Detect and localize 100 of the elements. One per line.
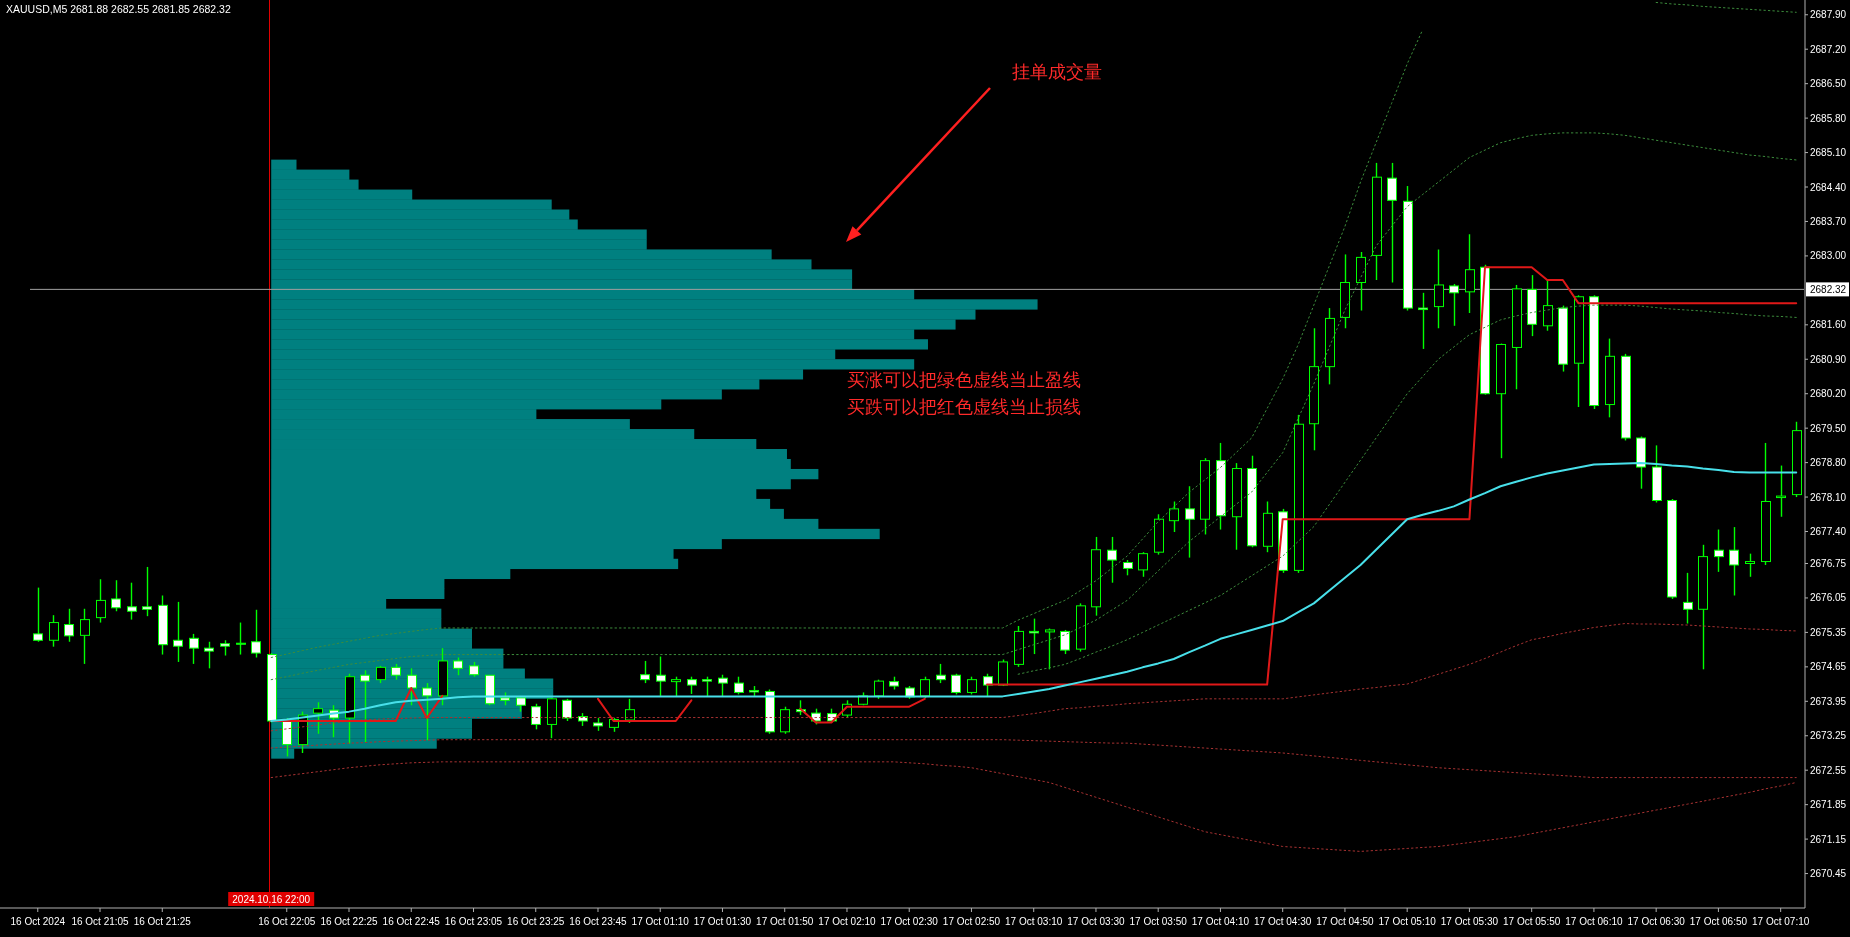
y-tick-label: 2687.20 xyxy=(1810,43,1847,55)
x-tick-label: 17 Oct 03:50 xyxy=(1129,916,1188,927)
line-series xyxy=(270,761,1797,852)
y-tick-label: 2683.00 xyxy=(1810,250,1847,262)
y-tick-label: 2685.10 xyxy=(1810,147,1847,159)
x-tick-label: 16 Oct 21:05 xyxy=(71,916,130,927)
candlestick xyxy=(422,682,432,741)
candlestick xyxy=(671,675,681,697)
x-tick-label: 16 Oct 21:25 xyxy=(133,916,192,927)
candlestick xyxy=(111,579,121,612)
candlestick xyxy=(625,698,635,724)
x-tick-label: 17 Oct 04:10 xyxy=(1191,916,1250,927)
candlestick xyxy=(127,581,137,621)
x-tick-label: 17 Oct 07:10 xyxy=(1752,916,1810,927)
x-tick-label: 17 Oct 03:10 xyxy=(1005,916,1063,927)
candlestick xyxy=(640,660,650,684)
candlestick xyxy=(780,706,790,735)
y-tick-label: 2680.20 xyxy=(1810,388,1847,400)
candlestick xyxy=(936,663,946,684)
y-tick-label: 2681.60 xyxy=(1810,319,1847,331)
annotation: 2024.10.16 22:00 xyxy=(232,894,311,905)
y-tick-label: 2678.10 xyxy=(1810,491,1847,503)
x-tick-label: 16 Oct 23:45 xyxy=(569,916,628,927)
candlestick xyxy=(173,601,183,663)
x-tick-label: 17 Oct 01:30 xyxy=(693,916,752,927)
x-tick-label: 17 Oct 01:50 xyxy=(756,916,814,927)
chart-title: XAUUSD,M5 2681.88 2682.55 2681.85 2682.32 xyxy=(6,3,231,15)
candlestick xyxy=(920,675,930,699)
x-tick-label: 17 Oct 06:10 xyxy=(1565,916,1623,927)
y-tick-label: 2677.40 xyxy=(1810,526,1847,538)
line-series xyxy=(270,132,1797,681)
y-tick-label: 2671.15 xyxy=(1810,833,1847,845)
x-tick-label: 16 Oct 2024 xyxy=(10,916,66,927)
y-tick-label: 2670.45 xyxy=(1810,868,1847,880)
y-tick-label: 2680.90 xyxy=(1810,353,1847,365)
x-tick-label: 16 Oct 22:45 xyxy=(382,916,441,927)
candlestick xyxy=(656,655,666,697)
annotation: 挂单成交量 xyxy=(1012,62,1102,82)
y-tick-label: 2678.80 xyxy=(1810,457,1847,469)
candlestick xyxy=(1465,233,1475,314)
candlestick xyxy=(718,674,728,697)
candlestick xyxy=(1045,627,1055,671)
candlestick xyxy=(80,608,90,665)
x-tick-label: 17 Oct 05:30 xyxy=(1440,916,1499,927)
candlestick xyxy=(189,633,199,665)
y-tick-label: 2672.55 xyxy=(1810,764,1847,776)
line-series xyxy=(270,462,1798,722)
candlestick xyxy=(236,621,246,656)
x-tick-label: 17 Oct 02:30 xyxy=(880,916,939,927)
y-tick-label: 2676.05 xyxy=(1810,592,1847,604)
x-tick-label: 17 Oct 04:50 xyxy=(1316,916,1375,927)
candlestick xyxy=(1729,526,1739,597)
candlestick xyxy=(1714,528,1724,573)
candlestick xyxy=(1434,248,1444,329)
x-tick-label: 16 Oct 22:05 xyxy=(258,916,316,927)
candlestick xyxy=(1138,551,1148,578)
candlestick xyxy=(251,609,261,659)
candlestick xyxy=(1169,500,1179,533)
x-tick-label: 17 Oct 06:30 xyxy=(1627,916,1686,927)
candlestick xyxy=(1543,279,1553,332)
candlestick xyxy=(360,669,370,743)
y-tick-label: 2679.50 xyxy=(1810,422,1847,434)
y-tick-label: 2673.95 xyxy=(1810,695,1847,707)
x-tick-label: 17 Oct 03:30 xyxy=(1067,916,1126,927)
candlestick xyxy=(64,608,74,643)
candlestick xyxy=(313,701,323,735)
y-tick-label: 2687.90 xyxy=(1810,9,1847,21)
x-tick-label: 16 Oct 23:25 xyxy=(507,916,565,927)
x-tick-label: 16 Oct 22:25 xyxy=(320,916,379,927)
candlestick xyxy=(407,667,417,706)
candlestick xyxy=(702,675,712,697)
candlestick xyxy=(983,673,993,697)
candlestick xyxy=(531,703,541,731)
candlestick xyxy=(142,566,152,617)
annotation: 买涨可以把绿色虚线当止盈线 xyxy=(847,370,1081,390)
candlestick xyxy=(1418,292,1428,350)
x-tick-label: 16 Oct 23:05 xyxy=(444,916,503,927)
x-tick-label: 17 Oct 06:50 xyxy=(1689,916,1748,927)
candlestick xyxy=(1060,629,1070,655)
x-tick-label: 17 Oct 02:50 xyxy=(942,916,1001,927)
x-tick-label: 17 Oct 01:10 xyxy=(631,916,690,927)
candlestick xyxy=(1107,536,1117,584)
candlestick xyxy=(204,641,214,670)
candlestick xyxy=(1683,572,1693,625)
x-tick-label: 17 Oct 05:50 xyxy=(1503,916,1561,927)
candlestick xyxy=(562,698,572,722)
y-tick-label: 2684.40 xyxy=(1810,181,1847,193)
x-tick-label: 17 Oct 05:10 xyxy=(1378,916,1437,927)
candlestick xyxy=(1776,464,1786,518)
y-tick-label: 2671.85 xyxy=(1810,799,1847,811)
ref-line-label: 2682.32 xyxy=(1810,283,1847,295)
candlestick xyxy=(1449,283,1459,327)
candlestick xyxy=(998,658,1008,687)
candlestick xyxy=(96,578,106,624)
y-tick-label: 2685.80 xyxy=(1810,112,1847,124)
candlestick xyxy=(1387,162,1397,284)
x-tick-label: 17 Oct 04:30 xyxy=(1254,916,1312,927)
candlestick xyxy=(33,586,43,643)
candlestick xyxy=(951,673,961,696)
annotation: 买跌可以把红色虚线当止损线 xyxy=(847,397,1081,417)
